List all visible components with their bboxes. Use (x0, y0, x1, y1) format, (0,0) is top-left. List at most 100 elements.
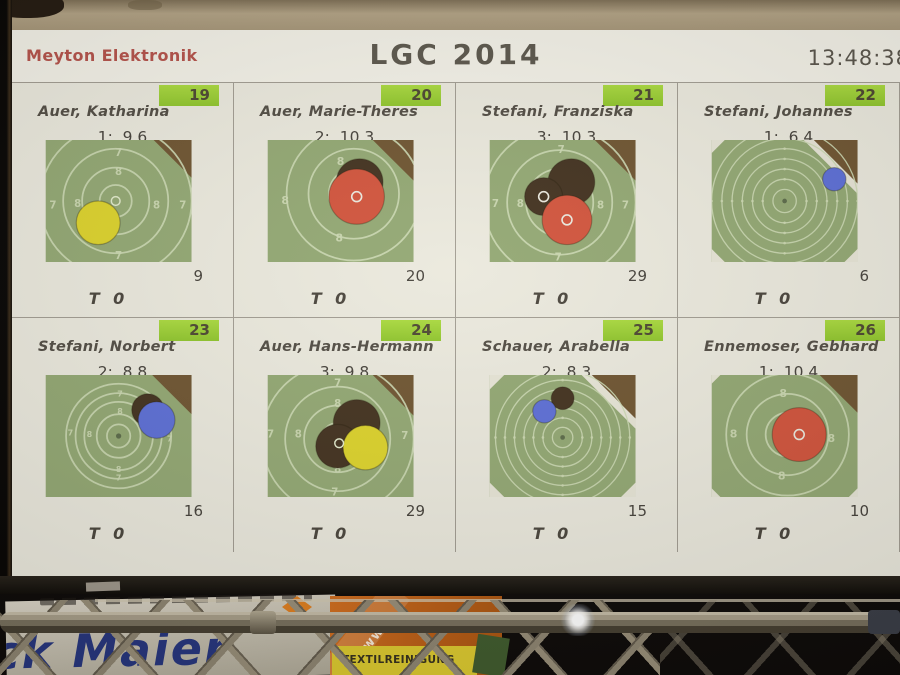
shot-count: 10 (849, 502, 869, 520)
ceiling-streak (128, 0, 162, 10)
svg-text:7: 7 (401, 431, 408, 442)
svg-text:7: 7 (67, 429, 73, 438)
wall-edge (0, 0, 12, 594)
lane-number: 20 (411, 86, 432, 104)
t-label: T 0 (88, 289, 129, 308)
app-header: Meyton Elektronik LGC 2014 13:48:38 (12, 30, 900, 82)
lane-badge: 21 (603, 85, 663, 106)
svg-text:8: 8 (334, 464, 341, 475)
target-image: 787 8 787 (45, 375, 192, 497)
shot-count: 16 (183, 502, 203, 520)
svg-text:7: 7 (115, 474, 121, 483)
svg-text:7: 7 (621, 200, 628, 211)
lane-number: 25 (633, 321, 654, 339)
target-image: 7 8 7 8 8 7 7 (45, 140, 192, 262)
lane-badge: 20 (381, 85, 441, 106)
svg-text:7: 7 (166, 434, 172, 443)
shot-count: 6 (859, 267, 869, 285)
svg-text:7: 7 (554, 253, 561, 262)
shooter-name: Auer, Hans-Hermann (260, 339, 434, 355)
shooter-name: Auer, Katharina (38, 104, 170, 120)
lane-number: 23 (189, 321, 210, 339)
shot-count: 29 (405, 502, 425, 520)
shooter-name: Schauer, Arabella (482, 339, 631, 355)
truss-tube (0, 612, 900, 633)
projector-screen: Meyton Elektronik LGC 2014 13:48:38 19 A… (12, 30, 900, 576)
shooter-name: Stefani, Johannes (704, 104, 853, 120)
lane-number: 26 (855, 321, 876, 339)
lane-number: 22 (855, 86, 876, 104)
casing-sticker (85, 581, 121, 592)
svg-text:8: 8 (153, 200, 160, 211)
svg-text:8: 8 (516, 199, 523, 210)
svg-text:7: 7 (115, 251, 122, 262)
svg-text:8: 8 (336, 155, 344, 168)
truss-joint (250, 611, 276, 634)
svg-text:7: 7 (557, 145, 564, 156)
shooter-name: Auer, Marie-Theres (260, 104, 419, 120)
shooter-panel: 22 Stefani, Johannes 1: 6.4 6 T 0 (678, 83, 900, 318)
svg-text:7: 7 (115, 148, 122, 159)
svg-text:8: 8 (281, 194, 289, 207)
screen-casing (0, 576, 900, 594)
lane-badge: 22 (825, 85, 885, 106)
t-label: T 0 (310, 289, 351, 308)
shot-count: 15 (627, 502, 647, 520)
svg-text:8: 8 (729, 428, 737, 441)
shooter-name: Ennemoser, Gebhard (704, 339, 879, 355)
svg-text:7: 7 (267, 430, 273, 441)
lane-badge: 24 (381, 320, 441, 341)
shot-count: 9 (193, 267, 203, 285)
svg-text:8: 8 (115, 465, 121, 474)
svg-text:7: 7 (334, 379, 341, 390)
target-image (711, 140, 858, 262)
svg-text:7: 7 (179, 200, 186, 211)
svg-text:8: 8 (827, 432, 835, 445)
screen-margin (12, 552, 900, 576)
svg-text:8: 8 (294, 430, 301, 441)
svg-text:7: 7 (49, 200, 56, 211)
lane-number: 21 (633, 86, 654, 104)
brand-logo-text: Meyton Elektronik (26, 46, 198, 65)
target-image: 78788787 (489, 140, 636, 262)
shooter-name: Stefani, Franziska (482, 104, 634, 120)
shot-count: 20 (405, 267, 425, 285)
t-label: T 0 (754, 289, 795, 308)
svg-text:8: 8 (115, 167, 122, 178)
shooter-panel: 25 Schauer, Arabella 2: 8.3 15 T 0 (456, 318, 678, 553)
ceiling-shadow (0, 0, 64, 18)
target-image: 7 8 7 8 7 8 7 (267, 375, 414, 497)
lane-number: 24 (411, 321, 432, 339)
lane-badge: 23 (159, 320, 219, 341)
svg-text:8: 8 (335, 232, 343, 245)
svg-text:8: 8 (86, 430, 92, 439)
lane-number: 19 (189, 86, 210, 104)
stage-scene: ck Maier www TEXTILREINIGUNG (0, 594, 900, 675)
t-label: T 0 (310, 524, 351, 543)
svg-text:8: 8 (74, 199, 81, 210)
svg-text:7: 7 (491, 199, 498, 210)
target-image (489, 375, 636, 497)
svg-text:8: 8 (334, 399, 341, 410)
lane-badge: 25 (603, 320, 663, 341)
svg-text:7: 7 (331, 488, 338, 497)
lane-badge: 26 (825, 320, 885, 341)
truss-endcap (868, 610, 900, 634)
shot-count: 29 (627, 267, 647, 285)
svg-text:8: 8 (597, 200, 604, 211)
light-flare (560, 604, 596, 636)
t-label: T 0 (88, 524, 129, 543)
lane-badge: 19 (159, 85, 219, 106)
clock: 13:48:38 (807, 46, 900, 70)
shooter-name: Stefani, Norbert (38, 339, 176, 355)
t-label: T 0 (754, 524, 795, 543)
